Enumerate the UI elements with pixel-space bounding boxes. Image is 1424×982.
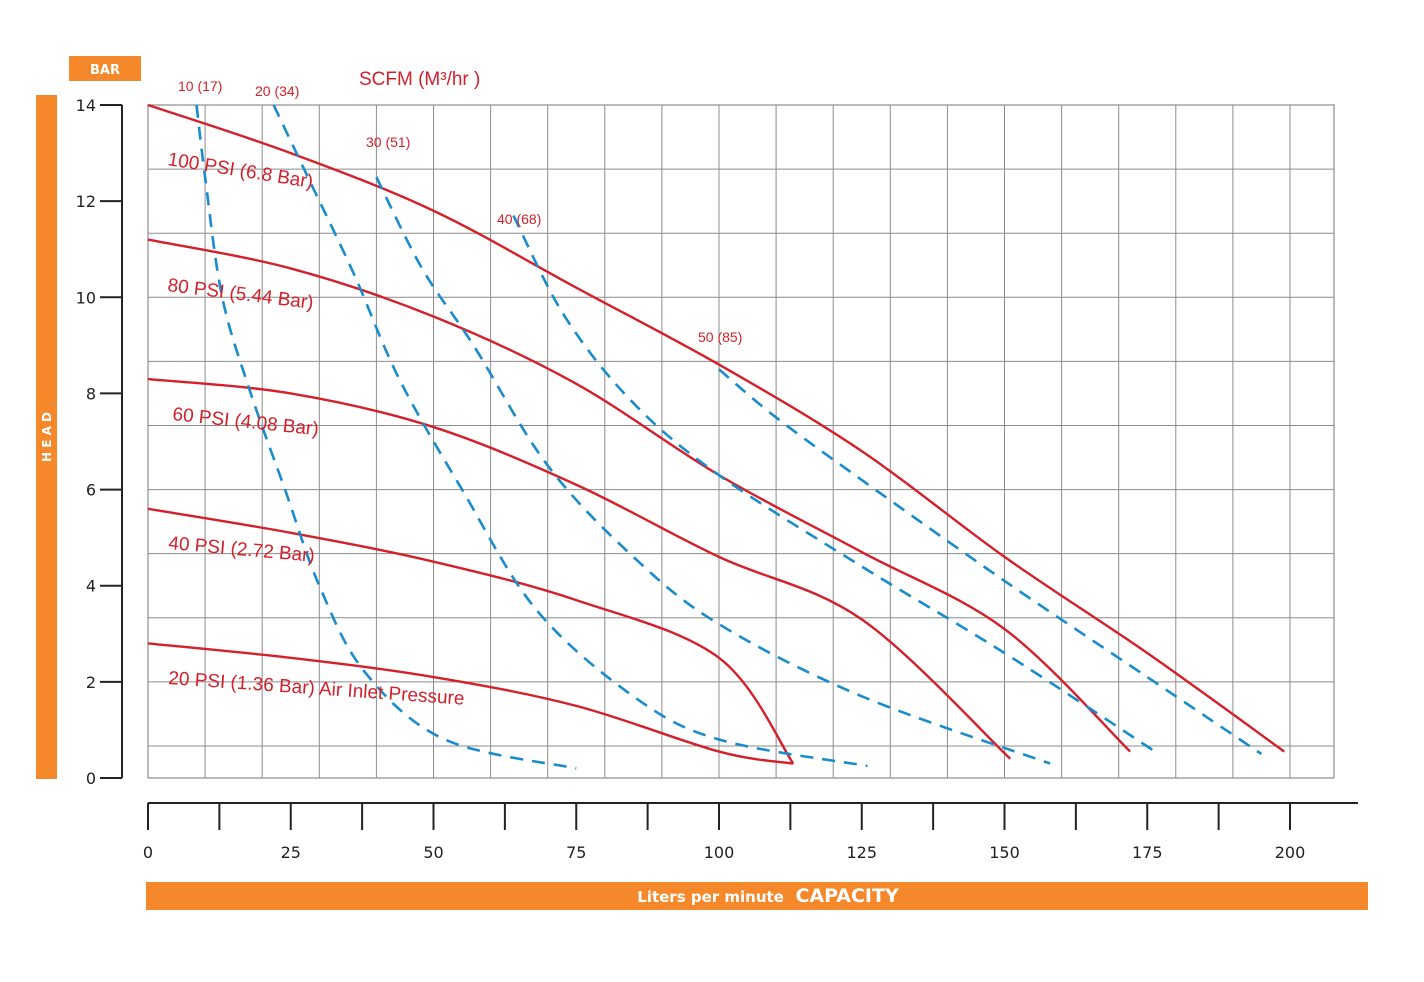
x-axis-title-emphasis: CAPACITY xyxy=(795,885,899,907)
air-pressure-label: 40 PSI (2.72 Bar) xyxy=(168,533,316,567)
air-pressure-label: 60 PSI (4.08 Bar) xyxy=(171,404,319,440)
y-tick-label: 2 xyxy=(86,673,96,692)
x-tick-label: 100 xyxy=(704,843,735,862)
y-tick-label: 8 xyxy=(86,384,96,403)
x-tick-label: 200 xyxy=(1275,843,1306,862)
y-tick-label: 6 xyxy=(86,481,96,500)
air-pressure-label: 80 PSI (5.44 Bar) xyxy=(166,275,314,314)
y-tick-label: 14 xyxy=(76,96,96,115)
y-unit-tab xyxy=(69,56,141,81)
x-axis-banner xyxy=(146,882,1368,910)
x-tick-label: 175 xyxy=(1132,843,1163,862)
scfm-label: 50 (85) xyxy=(698,329,742,345)
y-tick-label: 4 xyxy=(86,577,96,596)
scfm-label: 10 (17) xyxy=(178,78,222,94)
y-tick-label: 12 xyxy=(76,192,96,211)
air-pressure-curve xyxy=(147,377,1012,760)
scfm-label: 20 (34) xyxy=(255,83,299,99)
scfm-label: 40 (68) xyxy=(497,211,541,227)
y-tick-label: 0 xyxy=(86,769,96,788)
x-tick-label: 75 xyxy=(566,843,586,862)
y-axis-title: H E A D xyxy=(40,412,54,462)
y-axis: 0 2 4 6 8 10 12 14 xyxy=(76,96,123,788)
y-tick-label: 10 xyxy=(76,288,96,307)
curve-labels: 100 PSI (6.8 Bar) 80 PSI (5.44 Bar) 60 PSI… xyxy=(166,78,742,710)
scfm-header: SCFM (M³/hr ) xyxy=(359,69,480,90)
scfm-curve xyxy=(195,104,577,770)
air-pressure-label: 100 PSI (6.8 Bar) xyxy=(166,149,314,193)
scfm-curve xyxy=(718,368,1263,756)
air-pressure-curve xyxy=(147,238,1131,753)
x-tick-label: 0 xyxy=(143,843,153,862)
x-tick-label: 150 xyxy=(989,843,1020,862)
x-axis-title-prefix: Liters per minute xyxy=(637,888,784,906)
plot-frame xyxy=(147,104,1335,779)
air-pressure-curve xyxy=(147,507,795,765)
air-pressure-curve xyxy=(147,103,1285,753)
x-axis-title: Liters per minute CAPACITY xyxy=(637,885,899,907)
scfm-curve xyxy=(272,104,868,768)
air-pressure-curve xyxy=(147,642,794,765)
x-tick-label: 50 xyxy=(423,843,443,862)
grid-lines xyxy=(147,104,1335,779)
x-tick-label: 25 xyxy=(281,843,301,862)
x-axis: 0 25 50 75 100 125 150 175 200 xyxy=(143,802,1358,862)
scfm-label: 30 (51) xyxy=(366,134,410,150)
y-unit-label: BAR xyxy=(90,63,120,78)
y-axis-banner xyxy=(36,95,57,779)
x-tick-label: 125 xyxy=(846,843,877,862)
scfm-curve xyxy=(375,176,1051,765)
curves xyxy=(147,103,1285,770)
scfm-curve xyxy=(512,214,1160,756)
